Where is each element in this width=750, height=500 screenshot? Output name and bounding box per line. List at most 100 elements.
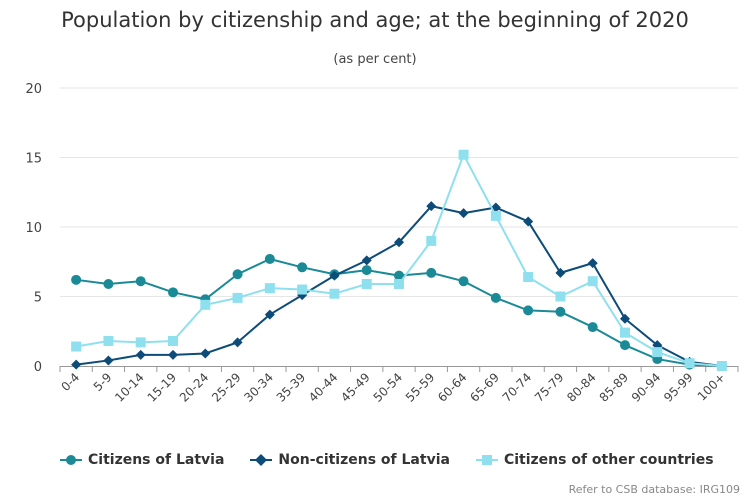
data-point[interactable] bbox=[135, 276, 146, 287]
legend-item-citizens-of-latvia[interactable]: Citizens of Latvia bbox=[60, 452, 224, 468]
data-point[interactable] bbox=[555, 267, 566, 278]
data-point[interactable] bbox=[297, 262, 308, 273]
data-point[interactable] bbox=[71, 274, 82, 285]
data-point[interactable] bbox=[103, 355, 114, 366]
x-tick-label: 65-69 bbox=[467, 370, 502, 405]
data-point[interactable] bbox=[426, 235, 437, 246]
x-tick-label: 20-24 bbox=[177, 370, 212, 405]
y-tick-label: 15 bbox=[25, 152, 42, 167]
data-point[interactable] bbox=[587, 258, 598, 269]
x-tick-label: 35-39 bbox=[274, 370, 309, 405]
x-tick-label: 15-19 bbox=[145, 370, 180, 405]
x-tick-label: 55-59 bbox=[403, 370, 438, 405]
data-point[interactable] bbox=[523, 272, 534, 283]
data-point[interactable] bbox=[232, 292, 243, 303]
y-tick-label: 5 bbox=[34, 291, 42, 306]
x-tick-label: 25-29 bbox=[209, 370, 244, 405]
x-tick-label: 50-54 bbox=[371, 370, 406, 405]
data-point[interactable] bbox=[555, 306, 566, 317]
data-point[interactable] bbox=[135, 349, 146, 360]
x-tick-label: 40-44 bbox=[306, 370, 341, 405]
chart-title: Population by citizenship and age; at th… bbox=[61, 8, 689, 32]
x-tick-label: 30-34 bbox=[241, 370, 276, 405]
circle-marker-icon bbox=[60, 455, 82, 465]
diamond-marker-icon bbox=[250, 454, 273, 466]
legend-label: Non-citizens of Latvia bbox=[278, 452, 450, 468]
data-point[interactable] bbox=[426, 267, 437, 278]
x-axis-ticks: 0-4 5-910-1415-1920-2425-2930-3435-3940-4… bbox=[58, 370, 727, 405]
data-point[interactable] bbox=[490, 210, 501, 221]
data-point[interactable] bbox=[329, 270, 340, 281]
data-point[interactable] bbox=[523, 305, 534, 316]
data-point[interactable] bbox=[394, 278, 404, 289]
data-point[interactable] bbox=[620, 327, 630, 338]
data-point[interactable] bbox=[394, 270, 404, 281]
data-point[interactable] bbox=[620, 340, 630, 351]
data-point[interactable] bbox=[168, 335, 178, 346]
data-point[interactable] bbox=[232, 269, 243, 280]
data-point[interactable] bbox=[361, 265, 372, 276]
data-point[interactable] bbox=[587, 276, 598, 287]
data-point[interactable] bbox=[232, 337, 243, 348]
x-tick-label: 95-99 bbox=[661, 370, 696, 405]
x-tick-label: 0-4 bbox=[58, 370, 82, 394]
series-non-citizens-of-latvia bbox=[71, 201, 727, 371]
data-point[interactable] bbox=[361, 278, 372, 289]
x-tick-label: 10-14 bbox=[112, 370, 147, 405]
data-point[interactable] bbox=[426, 201, 437, 212]
data-point[interactable] bbox=[587, 322, 598, 333]
data-point[interactable] bbox=[458, 208, 469, 219]
data-point[interactable] bbox=[200, 299, 211, 310]
data-point[interactable] bbox=[264, 253, 275, 264]
data-point[interactable] bbox=[555, 291, 566, 302]
data-point[interactable] bbox=[264, 283, 275, 294]
data-point[interactable] bbox=[168, 287, 178, 298]
legend-item-citizens-of-other-countries[interactable]: Citizens of other countries bbox=[475, 452, 714, 468]
y-axis-ticks: 0 5 10 15 20 bbox=[25, 82, 42, 375]
x-tick-label: 100+ bbox=[695, 370, 728, 403]
y-tick-label: 10 bbox=[25, 221, 42, 236]
x-tick-label: 85-89 bbox=[597, 370, 632, 405]
y-tick-label: 0 bbox=[34, 360, 42, 375]
data-point[interactable] bbox=[490, 292, 501, 303]
data-point[interactable] bbox=[523, 216, 534, 227]
series-layer bbox=[71, 149, 727, 371]
x-tick-label: 60-64 bbox=[435, 370, 470, 405]
data-point[interactable] bbox=[458, 149, 469, 160]
data-point[interactable] bbox=[168, 349, 178, 360]
source-credit: Refer to CSB database: IRG109 bbox=[568, 483, 740, 496]
data-point[interactable] bbox=[684, 358, 695, 369]
data-point[interactable] bbox=[135, 337, 146, 348]
data-point[interactable] bbox=[458, 276, 469, 287]
legend-item-non-citizens-of-latvia[interactable]: Non-citizens of Latvia bbox=[250, 452, 450, 468]
data-point[interactable] bbox=[652, 347, 663, 358]
x-axis bbox=[59, 366, 739, 372]
data-point[interactable] bbox=[71, 341, 82, 352]
legend-label: Citizens of other countries bbox=[503, 452, 714, 468]
chart-subtitle: (as per cent) bbox=[333, 52, 417, 67]
series-citizens-of-other-countries bbox=[71, 149, 727, 371]
data-point[interactable] bbox=[200, 348, 211, 359]
data-point[interactable] bbox=[716, 361, 727, 371]
data-point[interactable] bbox=[361, 255, 372, 266]
x-tick-label: 90-94 bbox=[629, 370, 664, 405]
grid-lines bbox=[60, 87, 738, 297]
data-point[interactable] bbox=[103, 278, 114, 289]
y-tick-label: 20 bbox=[25, 82, 42, 97]
data-point[interactable] bbox=[71, 359, 82, 370]
legend: Citizens of Latvia Non-citizens of Latvi… bbox=[60, 452, 714, 468]
x-tick-label: 45-49 bbox=[338, 370, 373, 405]
data-point[interactable] bbox=[297, 284, 308, 295]
x-tick-label: 75-79 bbox=[532, 370, 567, 405]
x-tick-label: 80-84 bbox=[564, 370, 599, 405]
square-marker-icon bbox=[475, 455, 498, 465]
data-point[interactable] bbox=[264, 309, 275, 320]
data-point[interactable] bbox=[394, 237, 404, 248]
x-tick-label: 70-74 bbox=[500, 370, 535, 405]
data-point[interactable] bbox=[620, 313, 630, 324]
data-point[interactable] bbox=[329, 288, 340, 299]
legend-label: Citizens of Latvia bbox=[88, 452, 225, 468]
data-point[interactable] bbox=[103, 335, 114, 346]
x-tick-label: 5-9 bbox=[91, 370, 115, 394]
